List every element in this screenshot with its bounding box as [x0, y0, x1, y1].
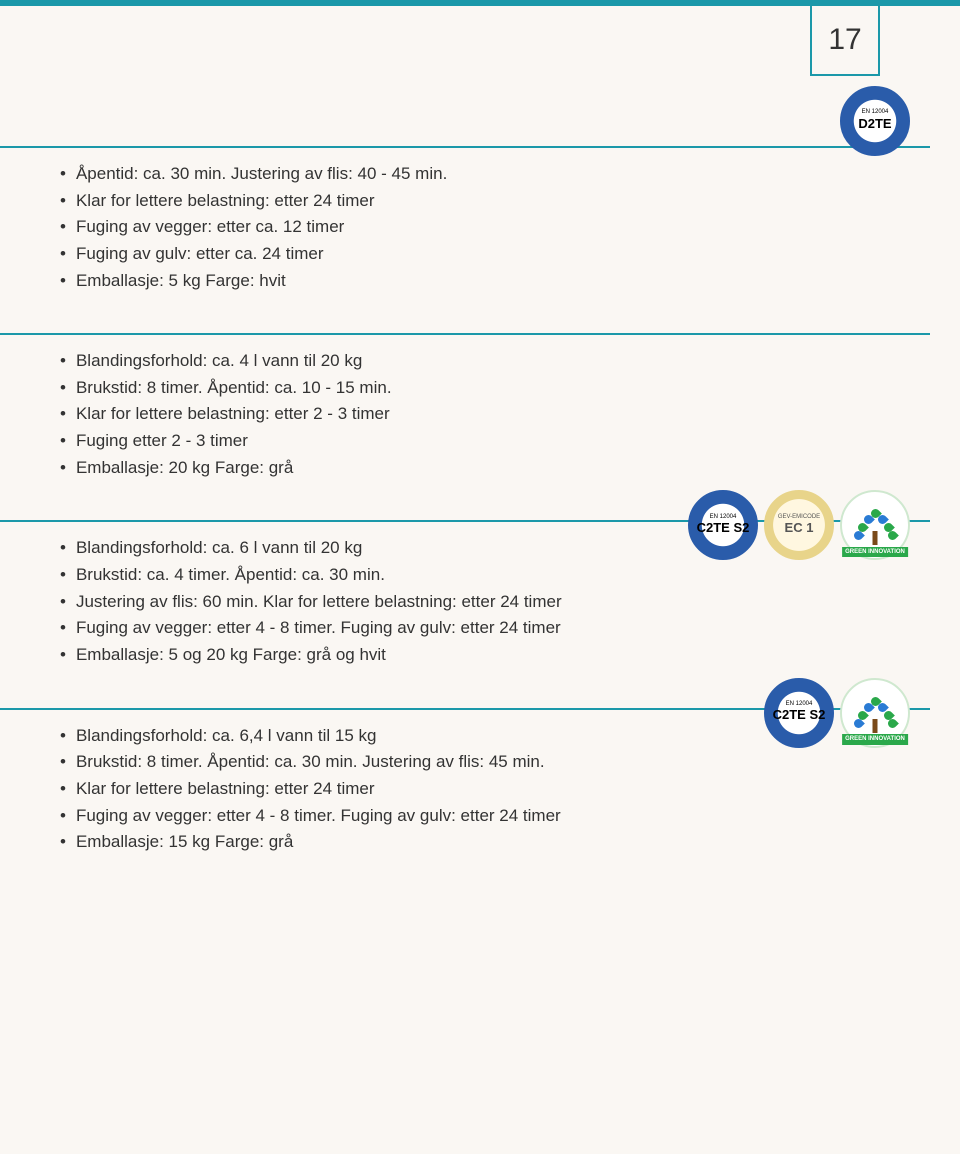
badge-row: EN 12004 C2TE S2 GREEN INNOVATION	[764, 678, 910, 748]
spec-item: Emballasje: 5 kg Farge: hvit	[60, 269, 900, 294]
spec-item: Fuging av gulv: etter ca. 24 timer	[60, 242, 900, 267]
spec-item: Justering av flis: 60 min. Klar for lett…	[60, 590, 900, 615]
spec-item: Klar for lettere belastning: etter 24 ti…	[60, 189, 900, 214]
badge-row: EN 12004 C2TE S2 GEV-EMICODE EC 1	[688, 490, 910, 560]
spec-item: Brukstid: 8 timer. Åpentid: ca. 10 - 15 …	[60, 376, 900, 401]
spec-list: Åpentid: ca. 30 min. Justering av flis: …	[0, 162, 930, 293]
page-number-tab: 17	[810, 6, 880, 76]
spec-item: Fuging av vegger: etter 4 - 8 timer. Fug…	[60, 616, 900, 641]
cert-badge-c2te-s2: EN 12004 C2TE S2	[688, 490, 758, 560]
section-rule	[0, 146, 930, 148]
cert-badge-green-innovation: GREEN INNOVATION	[840, 678, 910, 748]
spec-list: Blandingsforhold: ca. 4 l vann til 20 kg…	[0, 349, 930, 480]
spec-item: Klar for lettere belastning: etter 2 - 3…	[60, 402, 900, 427]
spec-item: Klar for lettere belastning: etter 24 ti…	[60, 777, 900, 802]
spec-section-2: Blandingsforhold: ca. 4 l vann til 20 kg…	[0, 333, 930, 480]
cert-badge-green-innovation: GREEN INNOVATION	[840, 490, 910, 560]
page-content: EN 12004 D2TE Åpentid: ca. 30 min. Juste…	[0, 76, 960, 925]
spec-section-1: EN 12004 D2TE Åpentid: ca. 30 min. Juste…	[0, 146, 930, 293]
spec-item: Blandingsforhold: ca. 4 l vann til 20 kg	[60, 349, 900, 374]
section-rule	[0, 333, 930, 335]
cert-badge-d2te: EN 12004 D2TE	[840, 86, 910, 156]
spec-item: Emballasje: 20 kg Farge: grå	[60, 456, 900, 481]
page-number: 17	[828, 18, 861, 62]
spec-item: Fuging av vegger: etter 4 - 8 timer. Fug…	[60, 804, 900, 829]
spec-item: Åpentid: ca. 30 min. Justering av flis: …	[60, 162, 900, 187]
spec-item: Fuging av vegger: etter ca. 12 timer	[60, 215, 900, 240]
spec-section-3: EN 12004 C2TE S2 GEV-EMICODE EC 1	[0, 520, 930, 667]
badge-row: EN 12004 D2TE	[840, 86, 910, 156]
spec-item: Emballasje: 5 og 20 kg Farge: grå og hvi…	[60, 643, 900, 668]
tree-icon: GREEN INNOVATION	[850, 693, 900, 733]
spec-item: Brukstid: 8 timer. Åpentid: ca. 30 min. …	[60, 750, 900, 775]
spec-item: Emballasje: 15 kg Farge: grå	[60, 830, 900, 855]
spec-item: Brukstid: ca. 4 timer. Åpentid: ca. 30 m…	[60, 563, 900, 588]
tree-icon: GREEN INNOVATION	[850, 505, 900, 545]
spec-section-4: EN 12004 C2TE S2 GREEN INNOVATION	[0, 708, 930, 855]
spec-item: Fuging etter 2 - 3 timer	[60, 429, 900, 454]
cert-badge-c2te-s2: EN 12004 C2TE S2	[764, 678, 834, 748]
cert-badge-ec1: GEV-EMICODE EC 1	[764, 490, 834, 560]
